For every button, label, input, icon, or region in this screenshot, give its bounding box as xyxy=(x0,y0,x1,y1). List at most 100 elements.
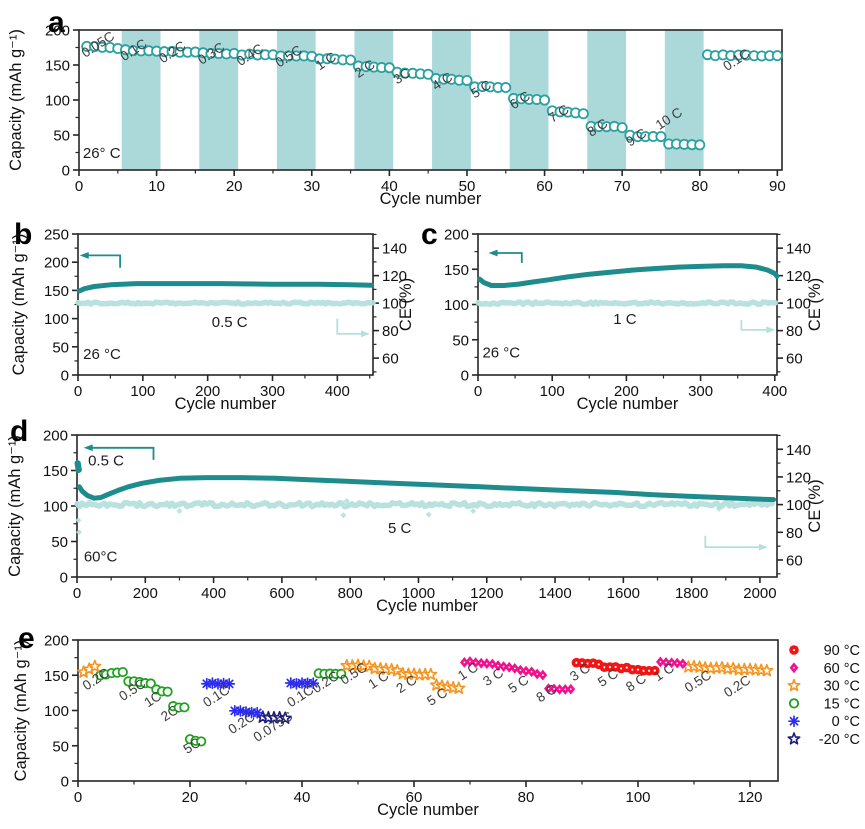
svg-text:150: 150 xyxy=(44,283,69,300)
svg-text:250: 250 xyxy=(44,227,69,244)
svg-text:80: 80 xyxy=(786,323,803,340)
panel-b-chart: 0 100 200 300 400 0 50 100 150 200 250 60 80 100 120 14… xyxy=(10,227,415,414)
panel-label-d: d xyxy=(10,415,28,448)
panel-c-chart: 0 100 200 300 400 0 50 100 150 200 60 80 100 120 140 Cy… xyxy=(444,227,824,414)
svg-text:1 C: 1 C xyxy=(313,49,339,73)
svg-text:400: 400 xyxy=(201,585,226,602)
svg-text:200: 200 xyxy=(44,633,69,650)
svg-text:1600: 1600 xyxy=(607,585,640,602)
svg-text:30 °C: 30 °C xyxy=(824,679,860,695)
svg-text:600: 600 xyxy=(269,585,294,602)
svg-text:Capacity (mAh g⁻¹): Capacity (mAh g⁻¹) xyxy=(7,29,25,171)
svg-text:150: 150 xyxy=(444,262,469,279)
svg-text:0.1C: 0.1C xyxy=(720,46,752,74)
svg-text:0: 0 xyxy=(75,178,83,195)
svg-text:CE (%): CE (%) xyxy=(806,479,824,532)
svg-text:100: 100 xyxy=(444,297,469,314)
svg-text:10: 10 xyxy=(148,178,165,195)
panel-d-chart: 0 200 400 600 800 1000 1200 1400 1600 1800 2000 0 50… xyxy=(6,428,824,616)
svg-text:0: 0 xyxy=(60,570,68,587)
svg-text:0: 0 xyxy=(461,368,469,385)
svg-text:5 C: 5 C xyxy=(505,672,531,696)
panel-label-c: c xyxy=(421,218,438,251)
panel-b-capacity-curve xyxy=(76,281,375,294)
svg-text:150: 150 xyxy=(44,668,69,685)
svg-text:0: 0 xyxy=(73,585,81,602)
svg-text:60°C: 60°C xyxy=(84,548,118,565)
svg-text:400: 400 xyxy=(762,383,787,400)
svg-text:15 °C: 15 °C xyxy=(824,696,860,712)
svg-text:60 °C: 60 °C xyxy=(824,661,860,677)
panel-e-chart: 0 20 40 60 80 100 120 0 50 100 150 200 Cycle number C… xyxy=(12,633,779,819)
svg-text:150: 150 xyxy=(45,58,70,75)
svg-text:70: 70 xyxy=(614,178,631,195)
svg-text:Cycle number: Cycle number xyxy=(377,801,479,819)
svg-text:7 C: 7 C xyxy=(546,101,572,125)
panel-label-e: e xyxy=(18,622,35,655)
svg-text:CE (%): CE (%) xyxy=(806,278,824,331)
panel-a-axes: 0 10 20 30 40 50 60 70 80 90 0 50 100 150 200 Cycle num… xyxy=(7,23,786,209)
series-30°C xyxy=(77,658,774,694)
svg-text:90: 90 xyxy=(769,178,786,195)
svg-text:0.2C: 0.2C xyxy=(721,672,753,700)
svg-text:0.2C: 0.2C xyxy=(156,38,188,66)
svg-text:60: 60 xyxy=(786,351,803,368)
svg-text:CE (%): CE (%) xyxy=(397,278,415,331)
svg-text:50: 50 xyxy=(52,339,69,356)
svg-text:Cycle number: Cycle number xyxy=(380,190,482,208)
svg-text:100: 100 xyxy=(45,93,70,110)
svg-text:50: 50 xyxy=(51,534,68,551)
svg-text:0: 0 xyxy=(62,163,70,180)
svg-text:200: 200 xyxy=(614,383,639,400)
svg-text:26 °C: 26 °C xyxy=(83,346,121,363)
svg-text:80: 80 xyxy=(382,323,399,340)
panel-e-axes: 0 20 40 60 80 100 120 0 50 100 150 200 Cycle number C… xyxy=(12,633,779,819)
svg-text:0.5 C: 0.5 C xyxy=(88,453,124,470)
svg-text:40: 40 xyxy=(381,178,398,195)
svg-text:0.5 C: 0.5 C xyxy=(212,314,248,331)
svg-text:Capacity (mAh g⁻¹): Capacity (mAh g⁻¹) xyxy=(12,640,30,782)
svg-text:120: 120 xyxy=(382,268,407,285)
svg-text:50: 50 xyxy=(53,128,70,145)
svg-text:8 C: 8 C xyxy=(533,681,559,705)
svg-text:200: 200 xyxy=(195,383,220,400)
svg-text:1000: 1000 xyxy=(402,585,435,602)
svg-text:100: 100 xyxy=(786,497,811,514)
svg-text:80: 80 xyxy=(691,178,708,195)
svg-text:400: 400 xyxy=(325,383,350,400)
svg-text:300: 300 xyxy=(260,383,285,400)
svg-text:140: 140 xyxy=(786,442,811,459)
svg-text:200: 200 xyxy=(43,428,68,445)
svg-text:26° C: 26° C xyxy=(83,145,121,162)
svg-text:100: 100 xyxy=(43,499,68,516)
svg-text:5 C: 5 C xyxy=(388,520,412,537)
svg-text:50: 50 xyxy=(452,332,469,349)
svg-text:Capacity (mAh g⁻¹): Capacity (mAh g⁻¹) xyxy=(6,435,24,577)
svg-text:60: 60 xyxy=(786,552,803,569)
svg-text:0: 0 xyxy=(61,774,69,791)
svg-text:2000: 2000 xyxy=(743,585,776,602)
panel-c-capacity-curve xyxy=(477,263,780,288)
svg-text:100: 100 xyxy=(625,789,650,806)
svg-text:140: 140 xyxy=(382,241,407,258)
svg-text:200: 200 xyxy=(44,255,69,272)
svg-text:0.4C: 0.4C xyxy=(234,41,266,69)
svg-text:1200: 1200 xyxy=(470,585,503,602)
svg-text:100: 100 xyxy=(382,296,407,313)
svg-text:80: 80 xyxy=(786,525,803,542)
panel-label-a: a xyxy=(48,6,65,39)
svg-text:Cycle number: Cycle number xyxy=(577,395,679,413)
svg-text:120: 120 xyxy=(737,789,762,806)
svg-text:100: 100 xyxy=(130,383,155,400)
svg-text:Capacity (mAh g⁻¹): Capacity (mAh g⁻¹) xyxy=(10,234,28,376)
svg-text:100: 100 xyxy=(44,311,69,328)
svg-text:1400: 1400 xyxy=(538,585,571,602)
svg-text:Cycle number: Cycle number xyxy=(175,395,277,413)
svg-text:0: 0 xyxy=(74,383,82,400)
svg-text:200: 200 xyxy=(133,585,158,602)
svg-text:90 °C: 90 °C xyxy=(824,643,860,659)
svg-text:120: 120 xyxy=(786,268,811,285)
